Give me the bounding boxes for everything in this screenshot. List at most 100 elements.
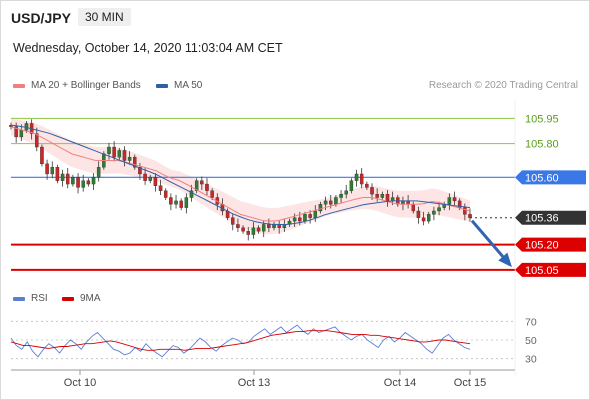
legend-ma20-label: MA 20 + Bollinger Bands — [31, 80, 141, 91]
candle-body — [334, 197, 338, 205]
candle-body — [153, 177, 158, 186]
candle-body — [267, 224, 271, 228]
legend-9ma-label: 9MA — [80, 293, 101, 304]
candle-body — [468, 214, 472, 218]
timeframe-badge[interactable]: 30 MIN — [78, 8, 131, 26]
legend-rsi: RSI — [13, 293, 48, 304]
legend-rsi-swatch — [13, 296, 25, 301]
legend-ma50-swatch — [156, 83, 168, 88]
candle-body — [236, 224, 240, 228]
candle-body — [339, 194, 343, 198]
candle-body — [117, 150, 122, 158]
candle-body — [91, 177, 96, 185]
candle-body — [122, 150, 127, 161]
candle-body — [179, 200, 183, 208]
projection-arrow-head — [498, 252, 512, 268]
level-tag-105-05 — [515, 262, 586, 277]
ma20-line — [10, 126, 471, 222]
candle-body — [251, 227, 256, 235]
candle-body — [112, 146, 116, 158]
candle-body — [411, 204, 416, 212]
x-tick-label-0: Oct 10 — [64, 377, 96, 389]
candle-body — [329, 200, 333, 205]
candle-body — [365, 183, 369, 188]
candle-body — [76, 177, 80, 188]
legend-ma50: MA 50 — [156, 80, 202, 91]
candle-body — [127, 156, 132, 161]
candle-body — [375, 194, 379, 198]
candle-body — [205, 183, 209, 191]
candle-body — [318, 204, 323, 212]
candle-body — [303, 214, 307, 222]
candle-body — [148, 177, 152, 181]
level-label-105-95: 105.95 — [525, 113, 559, 125]
candle-body — [55, 167, 60, 181]
legend-rsi-label: RSI — [31, 293, 48, 304]
candle-body — [256, 227, 261, 232]
candle-body — [323, 200, 328, 205]
rsi-tick-70: 70 — [525, 316, 537, 328]
candle-body — [272, 224, 276, 228]
candle-body — [432, 210, 436, 215]
x-tick-label-2: Oct 14 — [384, 377, 416, 389]
level-tag-105-36 — [515, 210, 586, 225]
candle-body — [298, 217, 302, 222]
candle-body — [210, 190, 214, 198]
candle-body — [421, 217, 426, 222]
level-label-105-05: 105.05 — [525, 265, 559, 277]
candle-body — [107, 146, 111, 154]
candle-body — [143, 173, 147, 181]
candle-body — [81, 180, 85, 188]
ma50-line — [10, 124, 471, 225]
candle-body — [426, 214, 431, 222]
candle-body — [241, 227, 245, 232]
candle-body — [60, 173, 65, 181]
candle-body — [158, 185, 163, 191]
candle-body — [14, 126, 18, 138]
candle-body — [416, 210, 421, 218]
rsi-tick-30: 30 — [525, 354, 537, 366]
candle-body — [200, 180, 204, 185]
candle-body — [71, 177, 75, 185]
candle-body — [463, 207, 467, 215]
candle-body — [174, 200, 178, 205]
legend-9ma: 9MA — [62, 293, 101, 304]
level-tag-105-20 — [515, 237, 586, 252]
candle-body — [35, 133, 39, 148]
level-label-105-36: 105.36 — [525, 213, 559, 225]
candle-body — [380, 194, 385, 198]
candle-body — [370, 187, 374, 195]
level-tag-105-60 — [515, 170, 586, 185]
level-label-105-20: 105.20 — [525, 240, 559, 252]
candle-body — [50, 167, 55, 175]
candle-body — [447, 197, 452, 205]
candle-body — [19, 130, 24, 138]
candle-body — [261, 224, 266, 232]
x-tick-label-1: Oct 13 — [238, 377, 270, 389]
candle-body — [184, 197, 189, 208]
candle-body — [308, 214, 312, 218]
legend-ma20: MA 20 + Bollinger Bands — [13, 80, 141, 91]
rsi-9ma-line — [10, 330, 471, 351]
symbol-title: USD/JPY — [11, 10, 71, 26]
candle-body — [194, 180, 199, 191]
research-credit: Research © 2020 Trading Central — [428, 80, 578, 91]
legend-ma50-label: MA 50 — [174, 80, 203, 91]
candle-body — [40, 146, 44, 165]
candle-body — [452, 197, 457, 202]
level-label-105-80: 105.80 — [525, 139, 559, 151]
candle-body — [65, 173, 70, 185]
candle-body — [231, 217, 235, 225]
candle-body — [313, 210, 318, 218]
candle-body — [437, 207, 441, 212]
candle-body — [138, 167, 142, 175]
x-tick-label-3: Oct 15 — [454, 377, 486, 389]
timestamp: Wednesday, October 14, 2020 11:03:04 AM … — [13, 41, 283, 55]
candle-body — [349, 180, 354, 191]
candle-body — [354, 173, 359, 181]
candle-body — [246, 231, 250, 235]
candle-body — [385, 194, 390, 202]
candle-body — [163, 190, 168, 198]
candle-body — [292, 217, 297, 222]
